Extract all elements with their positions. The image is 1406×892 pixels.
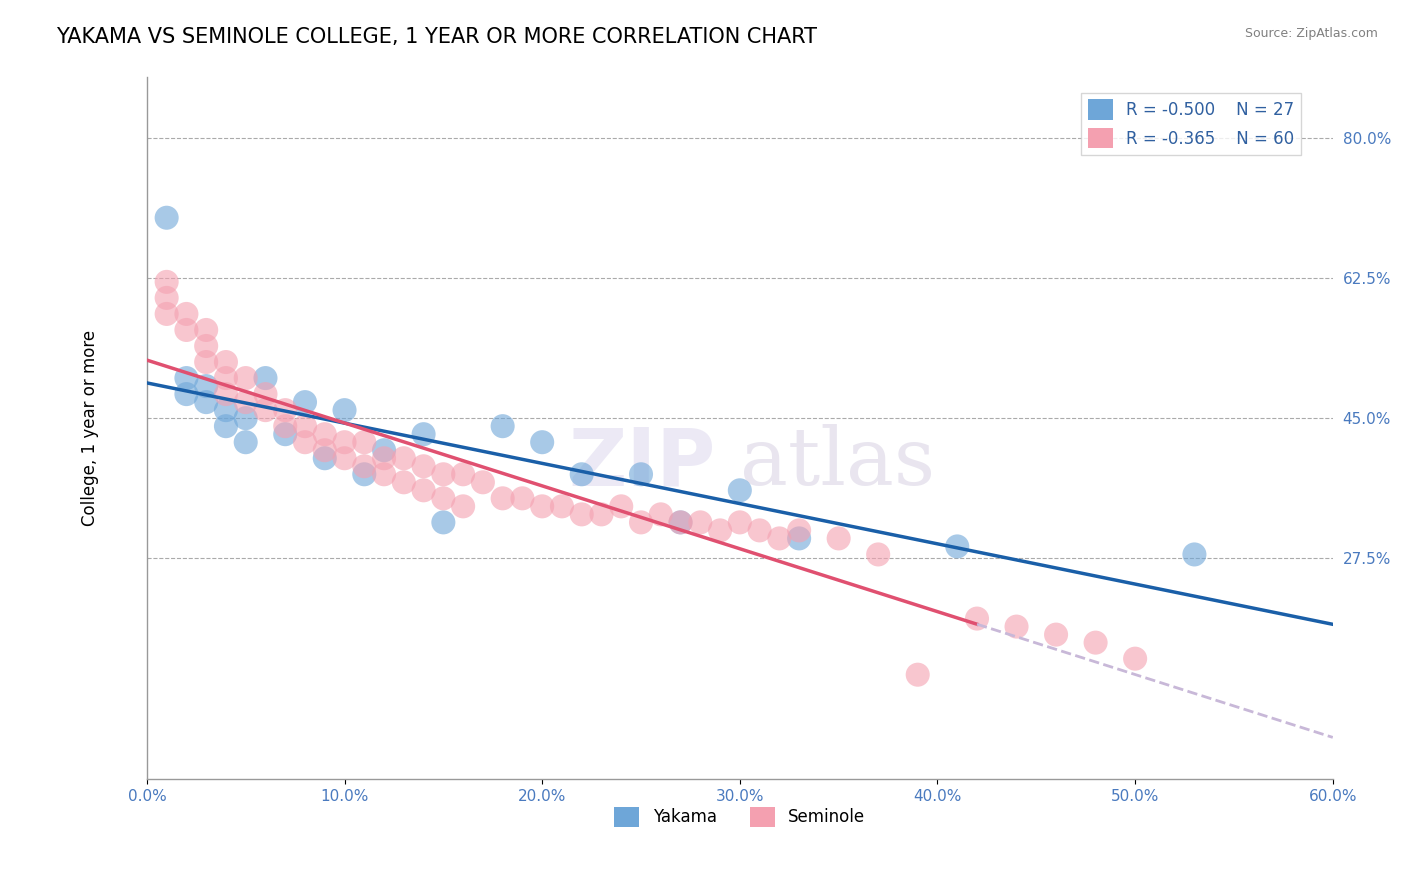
Point <box>215 419 238 434</box>
Point <box>571 467 593 482</box>
Point <box>176 371 198 385</box>
Point <box>254 387 277 401</box>
Point <box>1123 651 1146 665</box>
Point <box>551 500 574 514</box>
Legend: Yakama, Seminole: Yakama, Seminole <box>607 800 872 834</box>
Point <box>946 540 969 554</box>
Point <box>333 435 356 450</box>
Point <box>215 355 238 369</box>
Point <box>314 443 336 458</box>
Point <box>274 427 297 442</box>
Point <box>1184 548 1206 562</box>
Point <box>392 451 415 466</box>
Point <box>868 548 890 562</box>
Point <box>314 451 336 466</box>
Point <box>254 403 277 417</box>
Point <box>195 355 218 369</box>
Point <box>630 467 652 482</box>
Point <box>274 419 297 434</box>
Point <box>373 451 395 466</box>
Point <box>254 371 277 385</box>
Point <box>787 524 810 538</box>
Point <box>768 532 790 546</box>
Point <box>333 451 356 466</box>
Text: atlas: atlas <box>740 425 935 502</box>
Point <box>432 491 454 506</box>
Point <box>1045 627 1067 641</box>
Text: Source: ZipAtlas.com: Source: ZipAtlas.com <box>1244 27 1378 40</box>
Point <box>156 211 179 225</box>
Text: ZIP: ZIP <box>569 425 716 502</box>
Point <box>787 532 810 546</box>
Point <box>215 387 238 401</box>
Point <box>156 291 179 305</box>
Point <box>471 475 494 490</box>
Point <box>235 371 257 385</box>
Point <box>630 516 652 530</box>
Point <box>728 483 751 498</box>
Point <box>571 508 593 522</box>
Point <box>195 323 218 337</box>
Point <box>274 403 297 417</box>
Point <box>373 443 395 458</box>
Point <box>492 419 515 434</box>
Point <box>235 395 257 409</box>
Point <box>215 371 238 385</box>
Point <box>709 524 731 538</box>
Point <box>1084 635 1107 649</box>
Point <box>176 323 198 337</box>
Point <box>412 459 434 474</box>
Point <box>748 524 770 538</box>
Point <box>353 435 375 450</box>
Point <box>176 387 198 401</box>
Point <box>294 435 316 450</box>
Point <box>333 403 356 417</box>
Point <box>531 500 554 514</box>
Point <box>610 500 633 514</box>
Point <box>235 435 257 450</box>
Point <box>195 339 218 353</box>
Point <box>689 516 711 530</box>
Point <box>827 532 849 546</box>
Point <box>966 611 988 625</box>
Point <box>156 275 179 289</box>
Point <box>373 467 395 482</box>
Point <box>353 467 375 482</box>
Point <box>314 427 336 442</box>
Point <box>392 475 415 490</box>
Point <box>215 403 238 417</box>
Point <box>451 467 474 482</box>
Point <box>451 500 474 514</box>
Point <box>195 395 218 409</box>
Point <box>412 483 434 498</box>
Point <box>669 516 692 530</box>
Point <box>669 516 692 530</box>
Point <box>1005 619 1028 633</box>
Point <box>195 379 218 393</box>
Point <box>591 508 613 522</box>
Point <box>294 419 316 434</box>
Point <box>156 307 179 321</box>
Point <box>728 516 751 530</box>
Y-axis label: College, 1 year or more: College, 1 year or more <box>82 330 100 526</box>
Point <box>235 411 257 425</box>
Point <box>432 467 454 482</box>
Point <box>412 427 434 442</box>
Point <box>353 459 375 474</box>
Point <box>650 508 672 522</box>
Point <box>512 491 534 506</box>
Point <box>531 435 554 450</box>
Point <box>294 395 316 409</box>
Point <box>907 667 929 681</box>
Text: YAKAMA VS SEMINOLE COLLEGE, 1 YEAR OR MORE CORRELATION CHART: YAKAMA VS SEMINOLE COLLEGE, 1 YEAR OR MO… <box>56 27 817 46</box>
Point <box>176 307 198 321</box>
Point <box>432 516 454 530</box>
Point <box>492 491 515 506</box>
